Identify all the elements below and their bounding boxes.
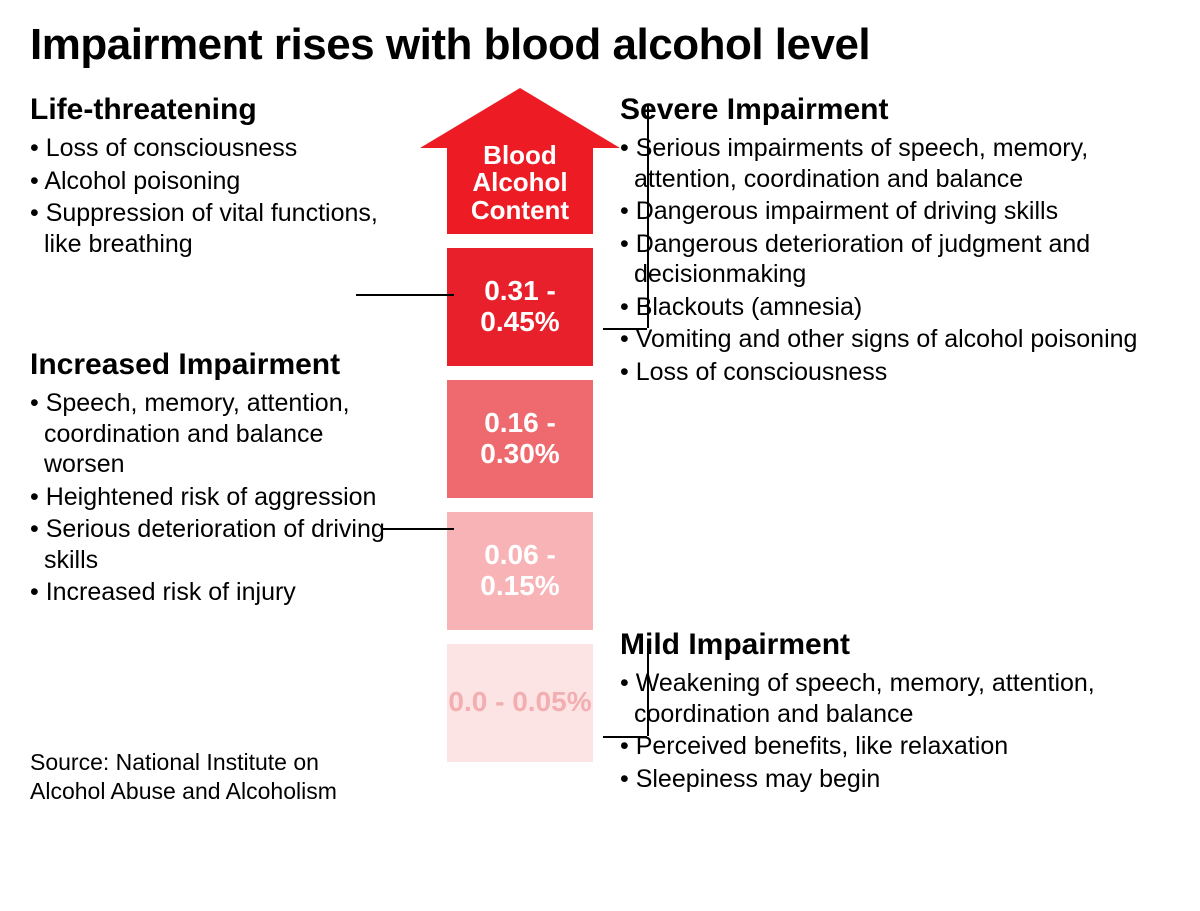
section-life-threatening: Life-threatening Loss of consciousnessAl…	[30, 93, 390, 261]
source-attribution: Source: National Institute on Alcohol Ab…	[30, 748, 370, 806]
list-item: Weakening of speech, memory, attention, …	[620, 668, 1140, 729]
heading-mild: Mild Impairment	[620, 628, 1140, 662]
list-increased: Speech, memory, attention, coordination …	[30, 388, 390, 608]
bac-block-2: 0.06 - 0.15%	[447, 512, 593, 630]
list-item: Serious deterioration of driving skills	[30, 514, 390, 575]
bac-block-0: 0.31 - 0.45%	[447, 248, 593, 366]
right-column: Severe Impairment Serious impairments of…	[620, 88, 1160, 878]
list-item: Loss of consciousness	[620, 357, 1140, 388]
list-item: Suppression of vital functions, like bre…	[30, 198, 390, 259]
heading-increased: Increased Impairment	[30, 348, 390, 382]
connector-severe-h	[603, 328, 647, 330]
list-item: Heightened risk of aggression	[30, 482, 390, 513]
left-column: Life-threatening Loss of consciousnessAl…	[30, 88, 420, 878]
list-mild: Weakening of speech, memory, attention, …	[620, 668, 1140, 794]
list-item: Vomiting and other signs of alcohol pois…	[620, 324, 1140, 355]
connector-severe-v	[647, 106, 649, 328]
bac-block-3: 0.0 - 0.05%	[447, 644, 593, 762]
list-item: Dangerous deterioration of judgment and …	[620, 229, 1140, 290]
list-item: Dangerous impairment of driving skills	[620, 196, 1140, 227]
list-item: Serious impairments of speech, memory, a…	[620, 133, 1140, 194]
center-column: BloodAlcoholContent 0.31 - 0.45% 0.16 - …	[420, 88, 620, 878]
infographic-main: Life-threatening Loss of consciousnessAl…	[30, 88, 1170, 878]
connector-mild-v	[647, 642, 649, 736]
connector-life	[356, 294, 454, 296]
list-item: Perceived benefits, like relaxation	[620, 731, 1140, 762]
connector-mild-h	[603, 736, 647, 738]
list-item: Increased risk of injury	[30, 577, 390, 608]
arrow-up-icon	[420, 88, 620, 148]
section-increased: Increased Impairment Speech, memory, att…	[30, 348, 390, 610]
arrow-label: BloodAlcoholContent	[447, 142, 593, 234]
list-life-threatening: Loss of consciousnessAlcohol poisoningSu…	[30, 133, 390, 259]
page-title: Impairment rises with blood alcohol leve…	[30, 20, 1170, 70]
heading-severe: Severe Impairment	[620, 93, 1140, 127]
list-item: Loss of consciousness	[30, 133, 390, 164]
list-item: Speech, memory, attention, coordination …	[30, 388, 390, 480]
section-mild: Mild Impairment Weakening of speech, mem…	[620, 628, 1140, 796]
connector-increased	[383, 528, 454, 530]
list-item: Alcohol poisoning	[30, 166, 390, 197]
heading-life-threatening: Life-threatening	[30, 93, 390, 127]
bac-block-1: 0.16 - 0.30%	[447, 380, 593, 498]
section-severe: Severe Impairment Serious impairments of…	[620, 93, 1140, 389]
list-severe: Serious impairments of speech, memory, a…	[620, 133, 1140, 387]
list-item: Sleepiness may begin	[620, 764, 1140, 795]
list-item: Blackouts (amnesia)	[620, 292, 1140, 323]
